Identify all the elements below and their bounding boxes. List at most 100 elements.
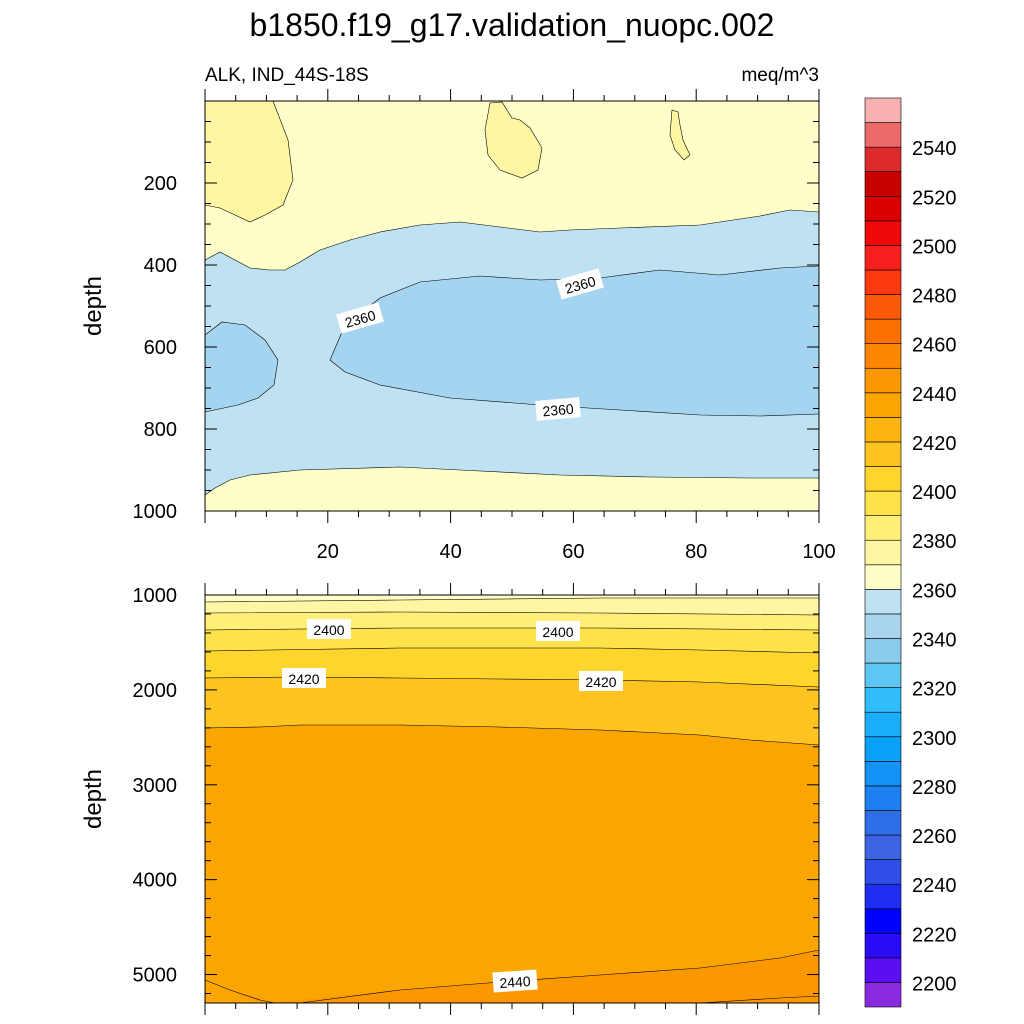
top-contour-line — [204, 100, 294, 223]
bottom-contour-line — [699, 995, 820, 1004]
contour-label-box — [336, 302, 384, 334]
top-contour-line — [204, 209, 820, 271]
x-tick-label: 20 — [317, 541, 339, 563]
contour-label: 2440 — [492, 969, 538, 993]
x-tick-label: 80 — [685, 541, 707, 563]
top-contour-fills — [205, 101, 819, 511]
x-tick-label: 60 — [562, 541, 584, 563]
colorbar-swatch — [864, 687, 902, 713]
colorbar-swatch — [864, 220, 902, 246]
bottom-contour-fills — [205, 595, 819, 1003]
x-tick-label: 100 — [802, 541, 835, 563]
colorbar-swatch — [864, 367, 902, 394]
top-contour-line — [669, 109, 691, 161]
top-ylabel: depth — [80, 276, 107, 336]
bottom-fill-2390 — [205, 598, 819, 615]
colorbar-label: 2420 — [912, 433, 957, 455]
contour-label-text: 2400 — [542, 624, 573, 640]
colorbar-label: 2300 — [912, 728, 957, 750]
colorbar-label: 2240 — [912, 875, 957, 897]
colorbar-swatch — [864, 613, 902, 639]
colorbar-label: 2360 — [912, 580, 957, 602]
colorbar-swatch — [864, 883, 902, 910]
contour-label-box — [307, 619, 351, 639]
colorbar-swatch — [864, 146, 902, 173]
bottom-contour-line — [204, 979, 276, 1004]
colorbar-label: 2460 — [912, 335, 957, 357]
top-y-axis: 200 400 600 800 1000 — [133, 100, 819, 523]
top-fill-2380-mid — [485, 102, 542, 178]
contour-label-text: 2420 — [288, 671, 319, 687]
top-fill-2360-left — [205, 322, 278, 412]
contour-label: 2420 — [282, 668, 326, 688]
colorbar-swatch — [864, 171, 902, 197]
bottom-contour-line — [204, 627, 820, 631]
colorbar-swatch — [864, 859, 902, 885]
bottom-contour-line — [204, 611, 820, 616]
colorbar-swatch — [864, 441, 902, 467]
contour-label: 2360 — [535, 397, 581, 421]
colorbar-label: 2520 — [912, 187, 957, 209]
chart-title: b1850.f19_g17.validation_nuopc.002 — [250, 7, 775, 43]
contour-label-text: 2420 — [585, 674, 616, 690]
colorbar-swatch — [864, 638, 902, 664]
colorbar-swatch — [864, 466, 902, 492]
bottom-fill-2420 — [205, 648, 819, 687]
y-tick-label: 800 — [144, 419, 177, 441]
top-x-axis: 20 40 60 80 100 — [204, 89, 836, 563]
colorbar-swatch — [864, 269, 902, 295]
colorbar-label: 2500 — [912, 236, 957, 258]
colorbar-label: 2260 — [912, 826, 957, 848]
y-tick-label: 5000 — [133, 965, 178, 987]
bottom-contour-line — [204, 597, 819, 603]
y-tick-label: 4000 — [133, 870, 178, 892]
colorbar-label: 2320 — [912, 679, 957, 701]
colorbar-swatch — [864, 908, 902, 934]
colorbar-swatch — [864, 294, 902, 320]
colorbar-swatch — [864, 982, 902, 1008]
colorbar-label: 2480 — [912, 286, 957, 308]
colorbar-swatch — [864, 195, 902, 222]
colorbar-swatch — [864, 589, 902, 615]
colorbar-swatch — [864, 761, 902, 787]
y-tick-label: 600 — [144, 337, 177, 359]
colorbar — [864, 97, 902, 1008]
colorbar-swatch — [864, 834, 902, 860]
colorbar-swatch — [864, 245, 902, 271]
colorbar-swatch — [864, 957, 902, 983]
colorbar-swatch — [864, 318, 902, 344]
contour-label-text: 2360 — [542, 401, 575, 420]
top-contour-line — [484, 101, 543, 179]
bottom-ylabel: depth — [80, 769, 107, 829]
colorbar-swatch — [864, 122, 902, 148]
y-tick-label: 2000 — [133, 680, 178, 702]
top-fill-2380-right — [670, 110, 690, 160]
bottom-fill-2400 — [205, 612, 819, 630]
colorbar-label: 2220 — [912, 924, 957, 946]
colorbar-swatch — [864, 392, 902, 418]
bottom-fill-2450 — [205, 950, 819, 1003]
top-contour-lines — [204, 100, 820, 496]
colorbar-swatch — [864, 515, 902, 541]
colorbar-label: 2440 — [912, 384, 957, 406]
colorbar-swatch — [864, 539, 902, 566]
colorbar-swatch — [864, 343, 902, 369]
colorbar-swatch — [864, 932, 902, 959]
contour-label: 2400 — [307, 619, 351, 639]
units-label: meq/m^3 — [741, 65, 819, 86]
contour-label-box — [535, 397, 581, 421]
bottom-contour-line — [299, 949, 820, 1004]
top-fill-2360-main — [330, 266, 819, 416]
contour-label: 2400 — [536, 621, 580, 641]
colorbar-swatch — [864, 711, 902, 738]
bottom-contour-line — [204, 647, 820, 654]
contour-label-box — [536, 621, 580, 641]
bottom-y-axis: 1000 2000 3000 4000 5000 — [133, 585, 819, 995]
colorbar-label: 2280 — [912, 777, 957, 799]
bottom-x-axis — [204, 583, 820, 1015]
top-contour-line — [204, 466, 819, 496]
colorbar-swatch — [864, 736, 902, 762]
top-contour-line — [204, 321, 279, 413]
colorbar-label: 2380 — [912, 531, 957, 553]
colorbar-swatch — [864, 662, 902, 688]
